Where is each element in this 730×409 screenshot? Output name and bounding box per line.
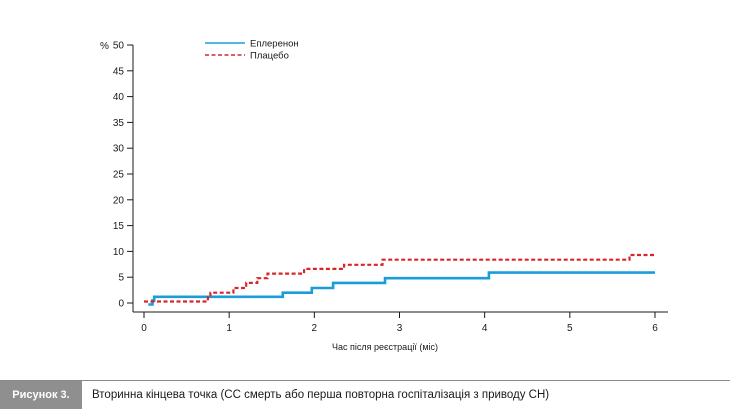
legend-label-placebo: Плацебо bbox=[250, 51, 289, 62]
y-tick-label: 35 bbox=[113, 118, 125, 129]
series-placebo-line bbox=[144, 253, 655, 303]
y-tick-label: 40 bbox=[113, 92, 125, 103]
legend-label-eplerenone: Еплеренон bbox=[250, 39, 299, 50]
x-tick-label: 6 bbox=[652, 323, 658, 334]
legend: Еплеренон Плацебо bbox=[205, 39, 299, 62]
series-eplerenone-line bbox=[148, 271, 655, 306]
y-tick-label: 30 bbox=[113, 144, 125, 155]
x-tick-label: 2 bbox=[312, 323, 318, 334]
y-tick-label: 20 bbox=[113, 195, 125, 206]
figure-caption: Рисунок 3. Вторинна кінцева точка (СС см… bbox=[0, 380, 730, 409]
x-tick-label: 5 bbox=[567, 323, 573, 334]
x-tick-label: 3 bbox=[397, 323, 403, 334]
figure-caption-text: Вторинна кінцева точка (СС смерть або пе… bbox=[92, 389, 550, 401]
x-ticks: 0 1 2 3 4 5 6 bbox=[141, 312, 658, 334]
y-tick-label: 10 bbox=[113, 247, 125, 258]
y-ticks: 0 5 10 15 20 25 30 35 40 45 50 bbox=[113, 41, 133, 310]
y-tick-label: 25 bbox=[113, 170, 125, 181]
figure-label: Рисунок 3. bbox=[0, 381, 82, 409]
y-tick-label: 0 bbox=[118, 299, 124, 310]
y-axis-label: % bbox=[100, 41, 109, 52]
series-layer bbox=[144, 253, 655, 306]
y-tick-label: 15 bbox=[113, 221, 125, 232]
x-tick-label: 0 bbox=[141, 323, 147, 334]
x-axis-label: Час після реєстрації (міс) bbox=[332, 342, 438, 352]
y-tick-label: 50 bbox=[113, 41, 125, 52]
y-tick-label: 5 bbox=[118, 273, 124, 284]
y-tick-label: 45 bbox=[113, 66, 125, 77]
x-tick-label: 4 bbox=[482, 323, 488, 334]
x-tick-label: 1 bbox=[226, 323, 232, 334]
